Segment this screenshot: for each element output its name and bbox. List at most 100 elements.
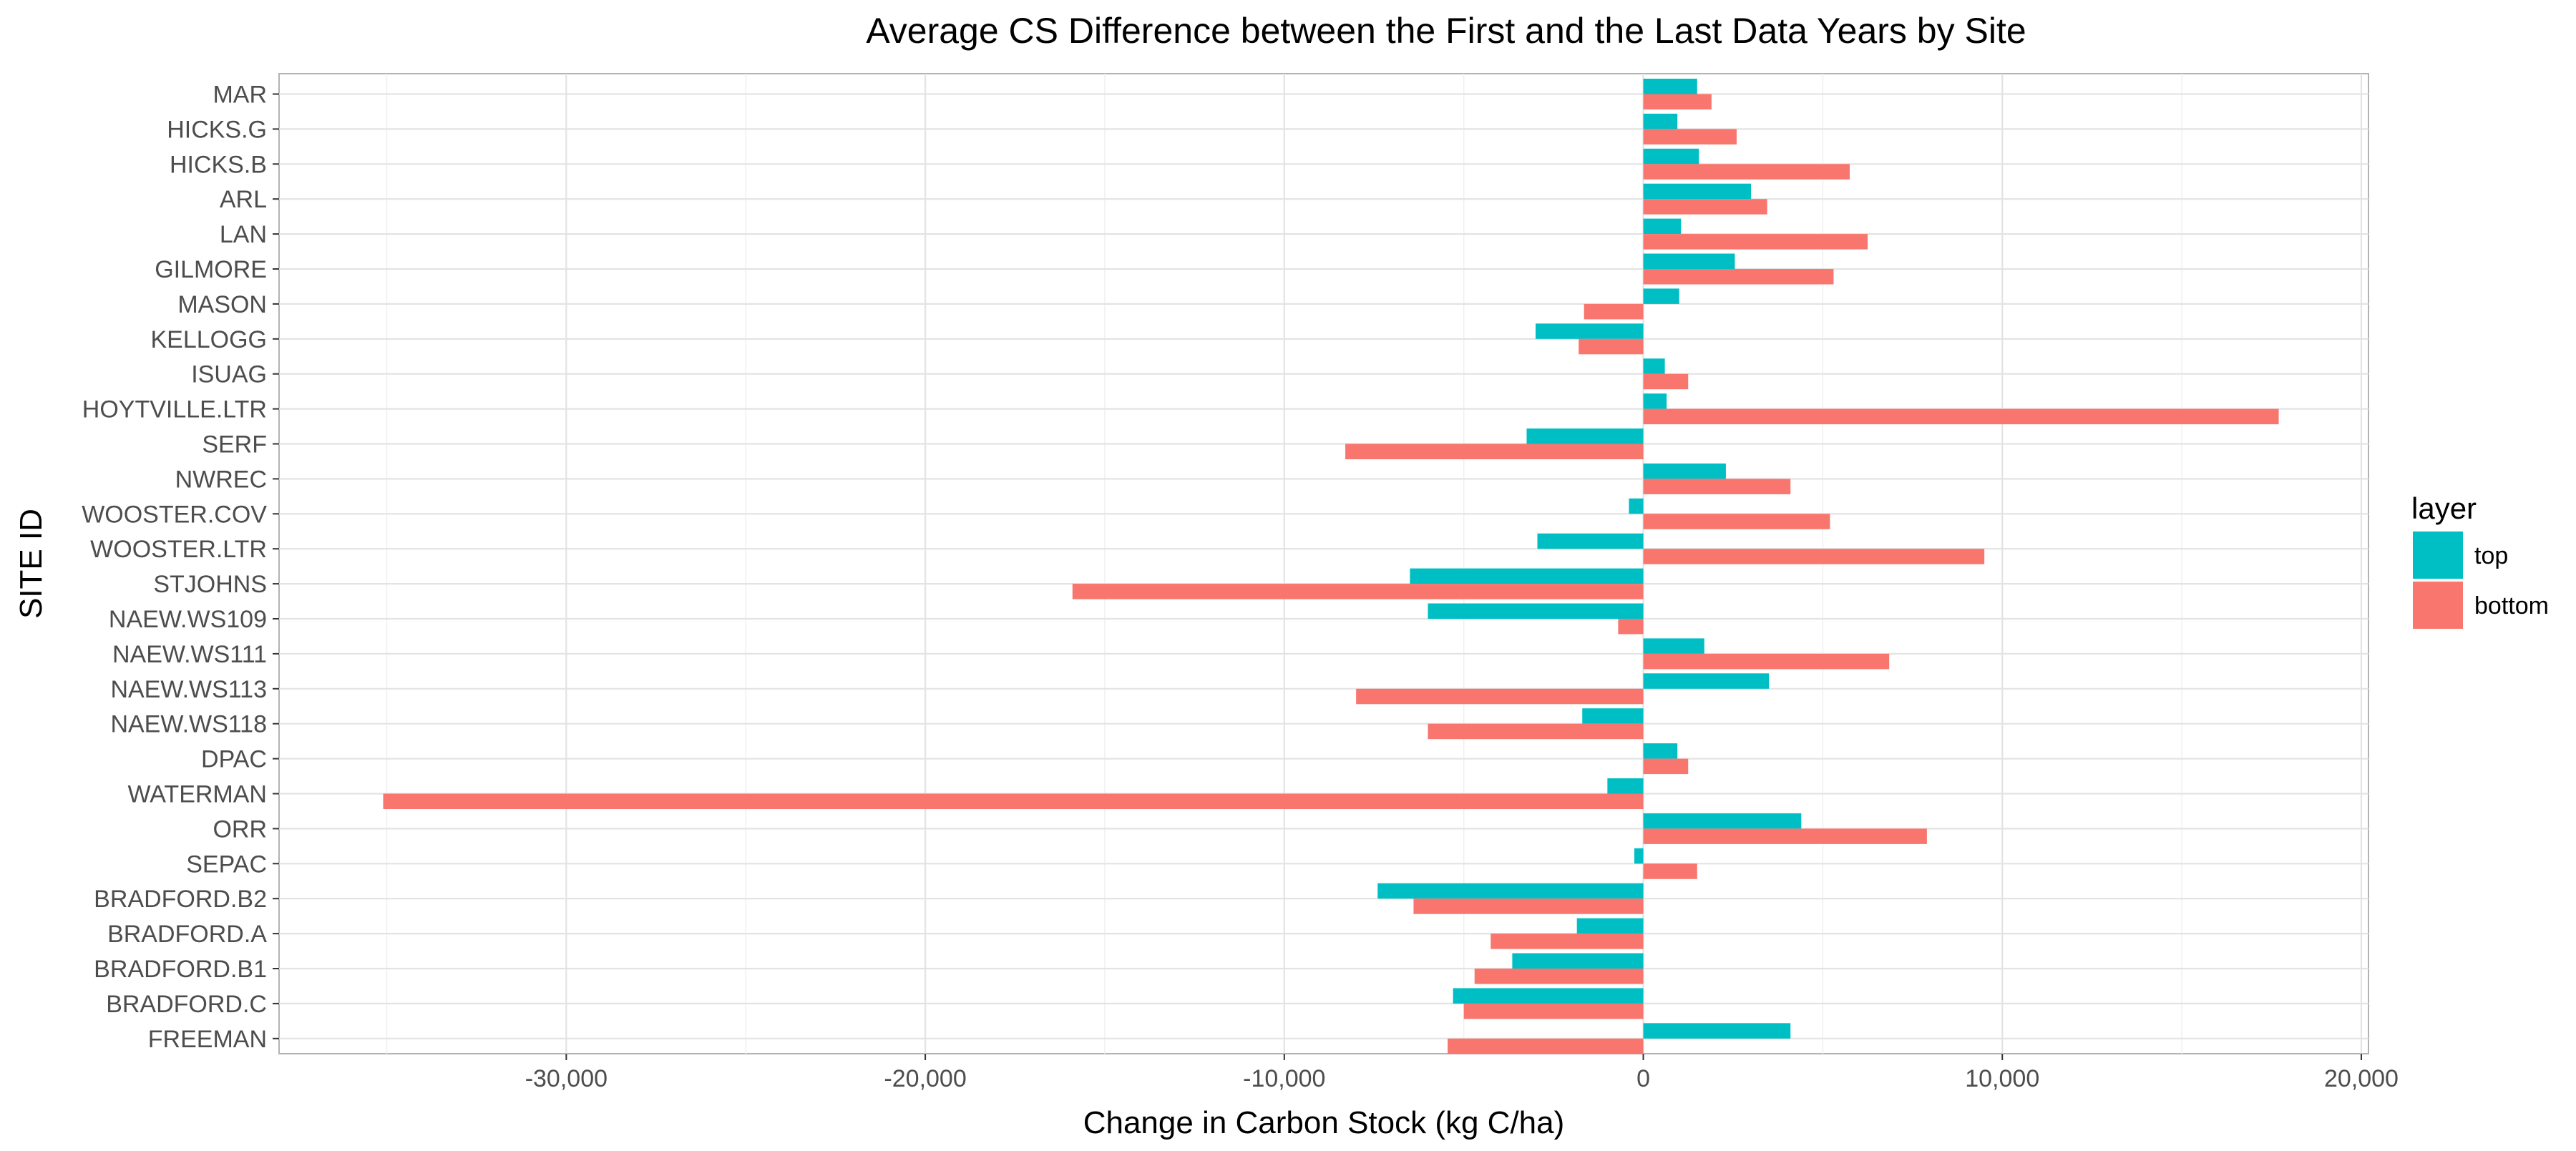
bar-top-hoytville-ltr — [1643, 393, 1667, 409]
bar-bottom-arl — [1643, 199, 1767, 215]
bar-bottom-dpac — [1643, 758, 1689, 775]
bar-top-sepac — [1634, 848, 1644, 864]
bar-top-mar — [1643, 79, 1697, 94]
x-tick-label: -30,000 — [525, 1065, 608, 1092]
bar-bottom-mason — [1584, 303, 1644, 320]
legend-title: layer — [2411, 491, 2477, 525]
bar-top-freeman — [1643, 1023, 1791, 1039]
x-axis-title: Change in Carbon Stock (kg C/ha) — [1083, 1105, 1565, 1140]
grid-lines — [279, 74, 2368, 1054]
bar-bottom-bradford-a — [1491, 934, 1644, 949]
bar-top-mason — [1643, 288, 1679, 304]
y-tick-label: MASON — [177, 291, 267, 318]
bar-top-kellogg — [1536, 323, 1644, 339]
y-tick-label: SERF — [202, 431, 267, 459]
y-tick-label: DPAC — [201, 746, 267, 773]
y-tick-label: NAEW.WS111 — [112, 641, 267, 668]
bar-top-hicks-g — [1643, 113, 1678, 129]
bar-bottom-stjohns — [1072, 584, 1644, 599]
bar-bottom-hicks-g — [1643, 129, 1737, 145]
bar-bottom-nwrec — [1643, 479, 1791, 494]
bar-top-serf — [1526, 428, 1644, 444]
bar-top-naew-ws118 — [1582, 708, 1644, 724]
y-tick-label: STJOHNS — [153, 571, 267, 598]
y-tick-label: BRADFORD.C — [106, 991, 267, 1018]
bar-bottom-mar — [1643, 94, 1712, 109]
y-tick-label: FREEMAN — [148, 1026, 267, 1053]
y-tick-label: WOOSTER.LTR — [90, 536, 267, 563]
bar-bottom-sepac — [1643, 863, 1697, 879]
bar-bottom-isuag — [1643, 373, 1689, 390]
bar-top-bradford-b2 — [1377, 883, 1644, 899]
legend-label-bottom: bottom — [2474, 592, 2549, 619]
y-tick-label: ARL — [220, 186, 267, 213]
y-tick-label: MAR — [213, 82, 267, 109]
bar-bottom-bradford-b1 — [1474, 969, 1644, 984]
bar-bottom-serf — [1345, 444, 1644, 459]
bar-bottom-waterman — [383, 793, 1644, 809]
bar-top-lan — [1643, 218, 1682, 235]
bar-bottom-hoytville-ltr — [1643, 408, 2279, 425]
bar-top-orr — [1643, 813, 1802, 829]
y-tick-label: KELLOGG — [150, 326, 267, 353]
bar-top-bradford-b1 — [1512, 953, 1644, 969]
bar-bottom-naew-ws111 — [1643, 653, 1890, 670]
bar-bottom-hicks-b — [1643, 164, 1850, 180]
bar-top-gilmore — [1643, 253, 1735, 269]
y-axis-title: SITE ID — [14, 509, 49, 619]
y-tick-label: BRADFORD.A — [107, 921, 267, 948]
x-tick-label: -20,000 — [884, 1065, 966, 1092]
bar-top-isuag — [1643, 358, 1665, 374]
y-tick-label: HOYTVILLE.LTR — [82, 396, 267, 423]
bar-top-arl — [1643, 183, 1752, 200]
bar-bottom-bradford-b2 — [1413, 898, 1644, 914]
bar-bottom-naew-ws109 — [1618, 619, 1644, 635]
y-tick-label: NWREC — [175, 466, 267, 493]
bar-top-naew-ws109 — [1428, 603, 1644, 619]
bar-bottom-freeman — [1448, 1038, 1644, 1054]
x-tick-label: 0 — [1636, 1065, 1650, 1092]
bar-bottom-naew-ws118 — [1428, 723, 1644, 740]
bar-top-naew-ws111 — [1643, 638, 1704, 654]
bar-top-wooster-ltr — [1537, 533, 1644, 549]
y-tick-label: NAEW.WS109 — [109, 606, 267, 633]
bar-top-dpac — [1643, 743, 1678, 759]
bar-bottom-wooster-ltr — [1643, 549, 1985, 564]
y-tick-label: ORR — [213, 816, 267, 843]
y-tick-label: LAN — [220, 221, 267, 248]
legend-label-top: top — [2474, 542, 2508, 569]
plot-panel — [278, 73, 2369, 1054]
bar-top-hicks-b — [1643, 148, 1699, 165]
x-tick-label: 20,000 — [2324, 1065, 2399, 1092]
bar-top-bradford-c — [1453, 988, 1644, 1004]
legend: layer top bottom — [2411, 491, 2549, 629]
bar-bottom-wooster-cov — [1643, 514, 1830, 529]
legend-swatch-bottom — [2413, 582, 2463, 629]
bar-top-bradford-a — [1576, 918, 1644, 934]
bar-bottom-gilmore — [1643, 269, 1834, 285]
y-tick-label: ISUAG — [191, 361, 267, 388]
bars — [383, 79, 2279, 1054]
bar-top-stjohns — [1410, 568, 1644, 584]
legend-swatch-top — [2413, 532, 2463, 579]
chart-title: Average CS Difference between the First … — [866, 11, 2026, 51]
bar-bottom-bradford-c — [1463, 1003, 1644, 1019]
y-tick-label: WATERMAN — [127, 781, 267, 808]
bar-bottom-orr — [1643, 828, 1927, 844]
y-tick-label: HICKS.B — [170, 151, 267, 178]
bar-top-waterman — [1607, 778, 1644, 794]
x-axis-ticks: -30,000 -20,000 -10,000 0 10,000 20,000 — [525, 1054, 2399, 1092]
bar-bottom-lan — [1643, 234, 1868, 250]
bar-top-wooster-cov — [1629, 498, 1644, 514]
y-tick-label: NAEW.WS118 — [110, 711, 267, 738]
y-tick-label: BRADFORD.B1 — [94, 956, 267, 983]
y-tick-label: WOOSTER.COV — [82, 501, 267, 528]
y-tick-label: NAEW.WS113 — [110, 676, 267, 703]
bar-bottom-naew-ws113 — [1356, 688, 1644, 705]
bar-top-naew-ws113 — [1643, 673, 1770, 689]
x-tick-label: 10,000 — [1965, 1065, 2039, 1092]
y-tick-label: SEPAC — [186, 851, 267, 878]
y-tick-label: GILMORE — [155, 256, 267, 283]
x-tick-label: -10,000 — [1243, 1065, 1325, 1092]
